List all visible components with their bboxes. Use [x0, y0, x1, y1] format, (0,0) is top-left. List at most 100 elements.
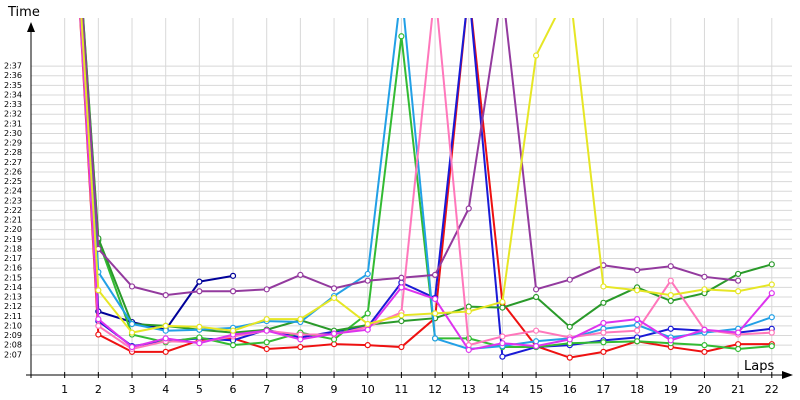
x-tick-label: 6	[230, 383, 237, 396]
point	[600, 319, 607, 327]
point	[162, 335, 169, 342]
point	[196, 323, 203, 330]
point	[532, 52, 540, 59]
x-tick-label: 12	[428, 383, 442, 396]
point	[162, 322, 169, 329]
point	[398, 343, 405, 351]
y-tick-label: 2:35	[4, 81, 22, 90]
point	[364, 277, 371, 284]
y-tick-label: 2:19	[4, 235, 22, 244]
point	[263, 286, 270, 293]
point	[128, 320, 136, 328]
point	[162, 292, 169, 299]
y-tick-label: 2:18	[4, 244, 22, 253]
point	[330, 294, 338, 302]
y-tick-label: 2:30	[4, 129, 22, 138]
point	[634, 321, 641, 329]
series-line	[80, 18, 772, 334]
y-tick-label: 2:10	[4, 321, 22, 330]
x-tick-label: 1	[61, 383, 68, 396]
point	[667, 337, 674, 344]
x-tick-label: 18	[630, 383, 644, 396]
point	[297, 343, 304, 351]
point	[465, 308, 472, 315]
x-tick-label: 4	[162, 383, 169, 396]
point	[701, 342, 708, 349]
point	[600, 339, 607, 346]
y-tick-label: 2:20	[4, 225, 22, 234]
point	[499, 304, 506, 311]
point	[398, 274, 405, 281]
y-tick-label: 2:14	[4, 283, 22, 292]
point	[398, 284, 405, 291]
y-axis-title: Time	[7, 5, 40, 20]
point	[735, 270, 742, 278]
point	[297, 336, 304, 343]
y-tick-label: 2:27	[4, 158, 22, 167]
point	[532, 286, 540, 293]
point	[263, 345, 270, 353]
point	[364, 320, 371, 328]
x-tick-label: 11	[394, 383, 408, 396]
point	[95, 316, 102, 323]
point	[735, 277, 742, 284]
y-tick-label: 2:33	[4, 100, 22, 109]
series-line	[82, 18, 773, 334]
point	[667, 263, 674, 270]
point	[634, 327, 641, 334]
point	[95, 322, 102, 329]
y-tick-label: 2:15	[4, 273, 22, 282]
point	[364, 342, 371, 349]
y-tick-label: 2:16	[4, 264, 22, 273]
x-tick-label: 20	[697, 383, 711, 396]
point	[364, 310, 371, 317]
y-tick-label: 2:24	[4, 187, 22, 196]
series-line	[79, 18, 773, 352]
y-tick-label: 2:17	[4, 254, 22, 263]
point	[95, 331, 102, 338]
y-tick-label: 2:11	[4, 312, 22, 321]
point	[667, 325, 674, 332]
point	[398, 317, 405, 325]
y-tick-label: 2:12	[4, 302, 22, 311]
y-tick-label: 2:32	[4, 110, 22, 119]
point	[532, 342, 540, 350]
point	[229, 342, 237, 349]
y-tick-label: 2:07	[4, 350, 22, 359]
x-tick-label: 8	[297, 383, 304, 396]
point	[128, 329, 136, 336]
point	[735, 329, 742, 336]
x-tick-label: 3	[129, 383, 136, 396]
point	[600, 299, 607, 306]
point	[600, 329, 607, 336]
y-tick-label: 2:37	[4, 62, 22, 71]
y-tick-label: 2:28	[4, 148, 22, 157]
point	[196, 288, 203, 295]
x-axis-title: Laps	[744, 359, 774, 374]
point	[364, 270, 371, 278]
y-tick-label: 2:36	[4, 71, 22, 80]
point	[701, 348, 708, 355]
x-tick-label: 5	[196, 383, 203, 396]
y-tick-label: 2:09	[4, 331, 22, 340]
point	[297, 316, 304, 323]
point	[330, 330, 338, 337]
point	[600, 283, 607, 290]
series-line	[81, 18, 773, 350]
series-line	[79, 18, 772, 359]
point	[229, 327, 237, 334]
point	[263, 327, 270, 334]
point	[364, 326, 371, 333]
point	[128, 283, 136, 290]
point	[499, 333, 506, 340]
y-tick-label: 2:25	[4, 177, 22, 186]
point	[196, 278, 203, 285]
x-tick-label: 10	[361, 383, 375, 396]
y-axis-arrow	[27, 22, 35, 32]
y-tick-label: 2:08	[4, 341, 22, 350]
point	[229, 288, 237, 295]
point	[196, 340, 203, 347]
point	[229, 272, 237, 279]
point	[667, 292, 674, 299]
